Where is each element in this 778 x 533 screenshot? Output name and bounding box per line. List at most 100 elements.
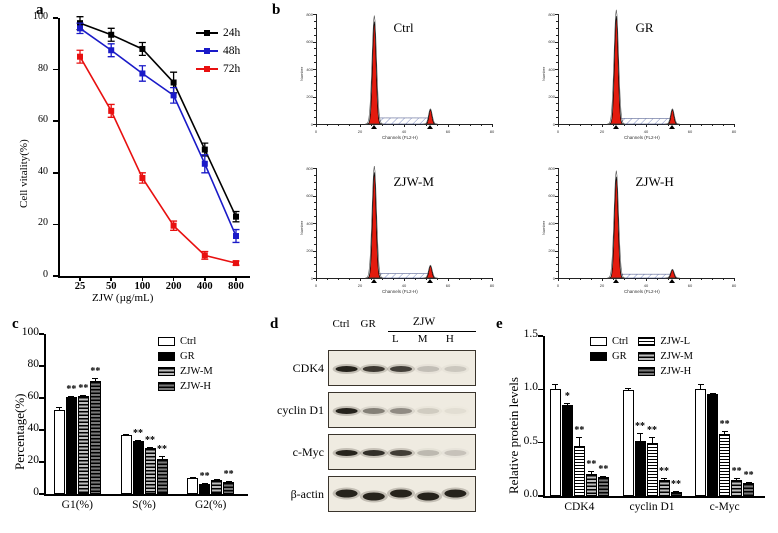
bar-ZJW-L-CDK4 (573, 445, 585, 496)
panel-c-legend-item-ZJW-H: ZJW-H (158, 379, 213, 394)
significance-marker: ** (598, 463, 609, 475)
y-tick-label: 60 (27, 390, 40, 402)
flow-x-minor-tick (624, 278, 625, 280)
flow-x-minor-tick (569, 124, 570, 126)
flow-y-axis (558, 14, 559, 124)
legend-swatch (158, 337, 175, 346)
bar-Ctrl-G2(%) (187, 477, 199, 494)
panel-a-y-tick-label: 20 (38, 217, 48, 229)
flow-x-tick (360, 124, 361, 127)
error-bar-cap (649, 437, 655, 439)
error-bar (651, 437, 653, 443)
bar-ZJW-M-S(%) (144, 447, 156, 494)
flow-x-minor-tick (624, 124, 625, 126)
flow-y-minor-tick (314, 202, 316, 204)
panel-e-x-axis (543, 496, 765, 498)
flow-x-axis-title: Channels (FL2-H) (624, 289, 660, 294)
flow-y-minor-tick (314, 34, 316, 36)
flow-y-tick-label: 400 (548, 220, 555, 226)
flow-y-tick (555, 14, 558, 15)
flow-histogram-curve (365, 166, 438, 279)
panel-c-legend-label: Ctrl (180, 336, 197, 347)
flow-plot-GR: 0 200 400 600 800 0 20 40 60 80 Number Channels (FL… (532, 6, 764, 152)
panel-e-legend-grid: Ctrl ZJW-L GR ZJW-M ZJW-H (590, 334, 693, 379)
flow-x-minor-tick (580, 124, 581, 126)
flow-x-minor-tick (668, 124, 669, 126)
y-tick-label: 20 (27, 454, 40, 466)
panel-a-y-tick-label: 0 (43, 269, 48, 280)
panel-a-x-tick (172, 276, 175, 281)
panel-d-western-blot: d Ctrl GR L M H ZJW CDK4 cyclin D1 c-Myc β-acti… (268, 312, 480, 533)
flow-y-minor-tick (556, 202, 558, 204)
flow-y-minor-tick (314, 271, 316, 273)
bar-Ctrl-S(%) (120, 435, 132, 494)
flow-x-minor-tick (701, 124, 702, 126)
legend-spacer (590, 364, 628, 379)
flow-x-tick (690, 124, 691, 127)
flow-y-minor-tick (314, 20, 316, 22)
flow-x-tick-label: 20 (357, 283, 363, 288)
flow-y-minor-tick (314, 216, 316, 218)
y-tick-label: 1.0 (523, 381, 538, 394)
significance-marker: ** (90, 365, 101, 377)
flow-x-minor-tick (679, 278, 680, 280)
flow-g1-marker (371, 279, 378, 283)
panel-a-legend-item-72h: 72h (196, 60, 240, 78)
flow-y-minor-tick (556, 229, 558, 231)
bar-GR-c-Myc (707, 393, 719, 496)
blot-band-layer (329, 477, 475, 511)
panel-d-group-header: ZJW (412, 316, 436, 328)
flow-y-tick-label: 400 (548, 66, 555, 72)
panel-a-legend: 24h 48h 72h (196, 24, 240, 78)
panel-d-blot-row-cyclin D1 (328, 392, 476, 428)
flow-g1-marker (613, 125, 620, 129)
panel-c-legend-label: GR (180, 351, 195, 362)
flow-x-tick-label: 60 (445, 129, 451, 134)
panel-e-label: e (496, 316, 503, 332)
panel-a-x-tick-label: 800 (228, 281, 244, 292)
panel-d-label: d (270, 316, 279, 332)
error-bar (627, 388, 629, 391)
flow-x-tick (360, 278, 361, 281)
flow-x-minor-tick (349, 124, 350, 126)
flow-x-tick-label: 60 (687, 283, 693, 288)
panel-e-legend-item-GR: GR (590, 349, 628, 364)
panel-a-x-tick (110, 276, 112, 281)
flow-y-minor-tick (314, 209, 316, 211)
y-tick-mark (538, 335, 543, 337)
y-tick-mark (39, 493, 44, 495)
flow-x-tick-label: 20 (599, 283, 605, 288)
panel-a-label: a (36, 2, 44, 18)
error-bar-cap (709, 392, 716, 394)
y-tick-label: 80 (27, 358, 40, 370)
flow-x-minor-tick (327, 124, 328, 126)
significance-marker: ** (223, 469, 234, 481)
flow-y-minor-tick (314, 229, 316, 231)
panel-a-series-48h (76, 22, 240, 244)
panel-a-y-tick (53, 223, 58, 226)
flow-x-minor-tick (426, 124, 427, 126)
panel-a-y-tick-label: 80 (38, 62, 48, 74)
significance-marker: ** (659, 465, 669, 477)
flow-y-minor-tick (556, 264, 558, 266)
legend-swatch (638, 337, 656, 346)
flow-g2-marker (669, 279, 676, 283)
flow-x-tick-label: 80 (489, 129, 495, 134)
flow-y-tick-label: 0 (310, 121, 313, 127)
error-bar-cap (600, 475, 607, 477)
legend-line-icon (196, 66, 218, 72)
flow-x-tick-label: 0 (314, 283, 318, 288)
panel-d-protein-label-β-actin: β-actin (290, 487, 324, 501)
blot-band-layer (329, 351, 475, 385)
flow-y-minor-tick (314, 181, 316, 183)
panel-a-x-tick (141, 276, 144, 281)
error-bar (724, 430, 726, 435)
error-bar-cap (147, 446, 153, 448)
flow-y-tick (313, 195, 316, 197)
panel-a-y-tick-label: 40 (38, 165, 48, 177)
flow-g2-marker (427, 125, 434, 129)
flow-x-minor-tick (437, 278, 438, 280)
flow-y-minor-tick (314, 188, 316, 190)
error-bar-cap (673, 490, 679, 492)
panel-c-y-axis-title: Percentage(%) (12, 393, 27, 470)
